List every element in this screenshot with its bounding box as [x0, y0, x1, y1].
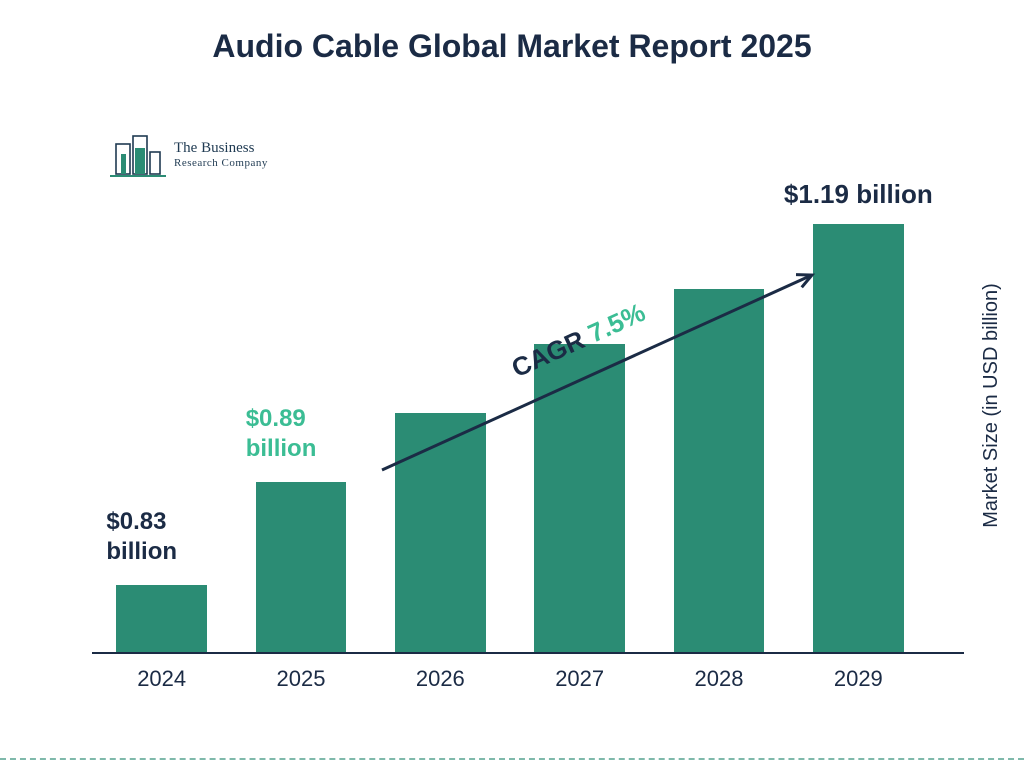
- bottom-dashed-rule: [0, 758, 1024, 760]
- chart-title: Audio Cable Global Market Report 2025: [0, 28, 1024, 65]
- chart-area: 202420252026202720282029$0.83billion$0.8…: [92, 120, 964, 708]
- y-axis-title: Market Size (in USD billion): [980, 283, 1003, 528]
- page: Audio Cable Global Market Report 2025 Th…: [0, 0, 1024, 768]
- trend-arrow-icon: [92, 120, 964, 708]
